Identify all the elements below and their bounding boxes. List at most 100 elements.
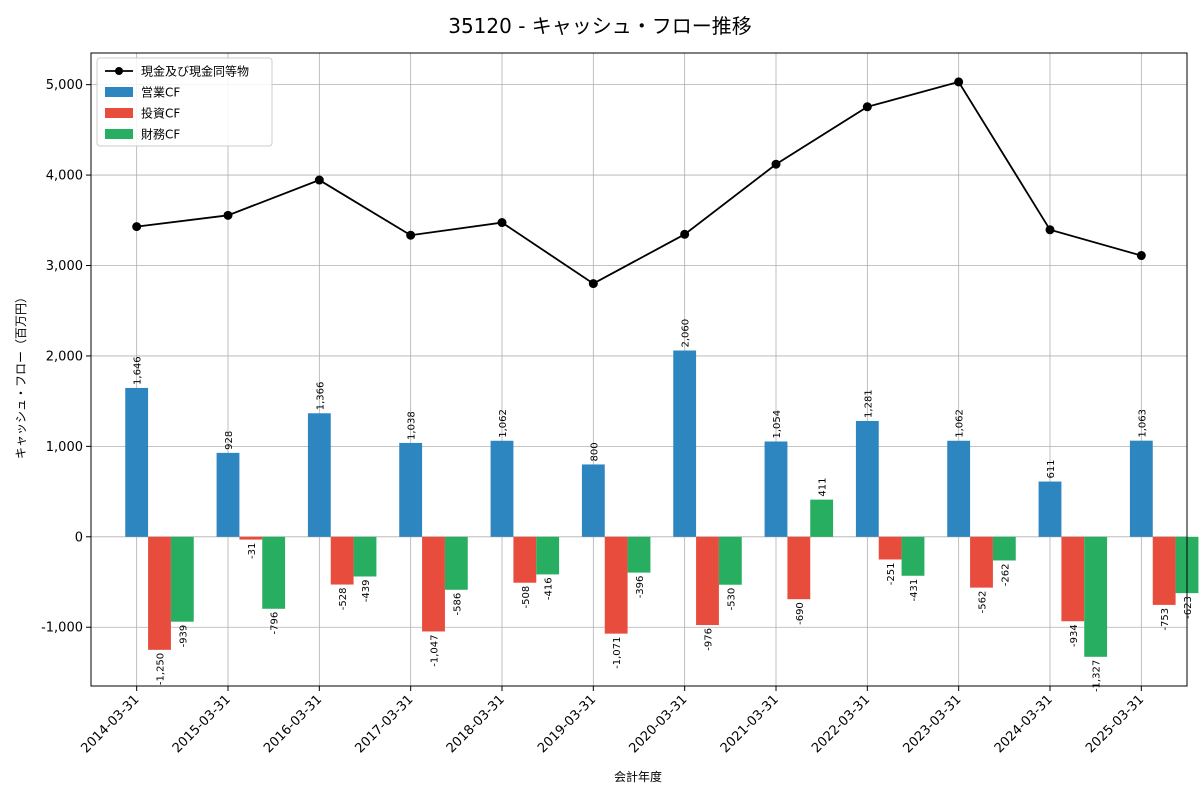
- bar-営業CF: [947, 440, 971, 537]
- y-tick-label: 3,000: [46, 259, 83, 274]
- data-label: 1,063: [1137, 409, 1148, 438]
- data-label: -1,327: [1092, 660, 1103, 692]
- line-marker: [314, 175, 324, 185]
- bar-投資CF: [1152, 536, 1176, 605]
- data-label: -1,071: [612, 637, 623, 669]
- bar-営業CF: [673, 350, 697, 537]
- data-label: -939: [178, 625, 189, 648]
- data-label: -528: [338, 588, 349, 611]
- bar-財務CF: [718, 536, 742, 585]
- bar-投資CF: [239, 536, 263, 540]
- label-layer: 1,646 928 1,366 1,038 1,062 800 2,060 1,054 1,28…: [133, 319, 1194, 692]
- data-label: 2,060: [681, 319, 692, 348]
- data-label: -562: [978, 591, 989, 614]
- data-label: -1,250: [156, 653, 167, 685]
- bar-営業CF: [581, 464, 605, 537]
- data-label: -530: [726, 588, 737, 611]
- bar-財務CF: [901, 536, 925, 576]
- bar-投資CF: [148, 536, 171, 650]
- data-label: -753: [1160, 608, 1171, 631]
- bar-財務CF: [536, 536, 560, 575]
- data-label: 1,646: [133, 356, 144, 385]
- data-label: 1,054: [772, 410, 783, 439]
- line-marker: [406, 230, 416, 240]
- legend-label: 営業CF: [141, 86, 180, 100]
- legend-box: [96, 57, 273, 147]
- line-marker: [862, 102, 872, 112]
- bar-財務CF: [627, 536, 651, 573]
- bar-財務CF: [262, 536, 286, 609]
- bar-財務CF: [444, 536, 468, 590]
- data-label: -251: [886, 562, 897, 585]
- bar-営業CF: [125, 387, 149, 537]
- plot-frame: [90, 52, 1188, 687]
- data-label: -796: [270, 612, 281, 635]
- data-label: -623: [1183, 596, 1194, 619]
- legend-marker-swatch: [115, 67, 123, 75]
- bar-財務CF: [1084, 536, 1108, 657]
- legend-swatch: [105, 129, 133, 139]
- bar-財務CF: [992, 536, 1016, 561]
- line-layer: [132, 77, 1146, 289]
- line-marker: [680, 229, 690, 239]
- data-label: -262: [1000, 563, 1011, 586]
- data-label: 1,281: [863, 389, 874, 418]
- bar-投資CF: [970, 536, 993, 588]
- bar-layer: [125, 350, 1199, 657]
- bar-営業CF: [216, 452, 240, 537]
- bar-投資CF: [878, 536, 902, 560]
- bar-投資CF: [422, 536, 445, 632]
- data-label: -1,047: [430, 634, 441, 666]
- data-label: -31: [247, 543, 258, 559]
- line-marker: [588, 279, 598, 289]
- bar-営業CF: [1129, 440, 1153, 537]
- data-label: 1,062: [498, 409, 509, 438]
- data-label: -508: [521, 586, 532, 609]
- y-axis-title: キャッシュ・フロー（百万円）: [14, 291, 28, 459]
- data-label: -586: [452, 593, 463, 616]
- bar-投資CF: [787, 536, 811, 600]
- bar-投資CF: [330, 536, 354, 585]
- bar-投資CF: [604, 536, 628, 634]
- data-label: -690: [795, 602, 806, 625]
- legend-label: 現金及び現金同等物: [141, 64, 249, 79]
- data-label: -416: [544, 577, 555, 600]
- y-tick-label: 1,000: [46, 440, 83, 455]
- data-label: 1,366: [315, 382, 326, 411]
- bar-財務CF: [810, 499, 834, 537]
- line-現金及び現金同等物: [136, 80, 1142, 285]
- chart-title: 35120 - キャッシュ・フロー推移: [448, 14, 752, 38]
- x-axis-title: 会計年度: [614, 769, 662, 784]
- bar-財務CF: [353, 536, 377, 577]
- grid-layer: [91, 53, 1187, 686]
- data-label: -934: [1069, 624, 1080, 647]
- line-marker: [771, 159, 781, 169]
- data-label: 411: [818, 478, 829, 497]
- data-label: 928: [224, 431, 235, 450]
- legend-swatch: [105, 108, 133, 118]
- bar-営業CF: [307, 413, 331, 537]
- legend-label: 投資CF: [141, 106, 180, 121]
- bar-営業CF: [855, 420, 879, 537]
- bar-投資CF: [696, 536, 719, 626]
- legend-swatch: [105, 87, 133, 97]
- data-label: 800: [589, 442, 600, 461]
- bar-営業CF: [490, 440, 514, 537]
- line-marker: [132, 222, 142, 232]
- y-tick-label: 2,000: [46, 349, 83, 364]
- data-label: -396: [635, 576, 646, 599]
- bar-営業CF: [764, 441, 788, 537]
- legend-label: 財務CF: [141, 127, 180, 142]
- bar-投資CF: [513, 536, 537, 583]
- data-label: -976: [704, 628, 715, 651]
- line-marker: [497, 218, 507, 228]
- bar-営業CF: [399, 442, 423, 537]
- line-marker: [1136, 251, 1146, 261]
- y-tick-label: -1,000: [41, 621, 83, 636]
- bar-営業CF: [1038, 481, 1062, 537]
- data-label: 611: [1046, 459, 1057, 478]
- line-marker: [223, 210, 233, 220]
